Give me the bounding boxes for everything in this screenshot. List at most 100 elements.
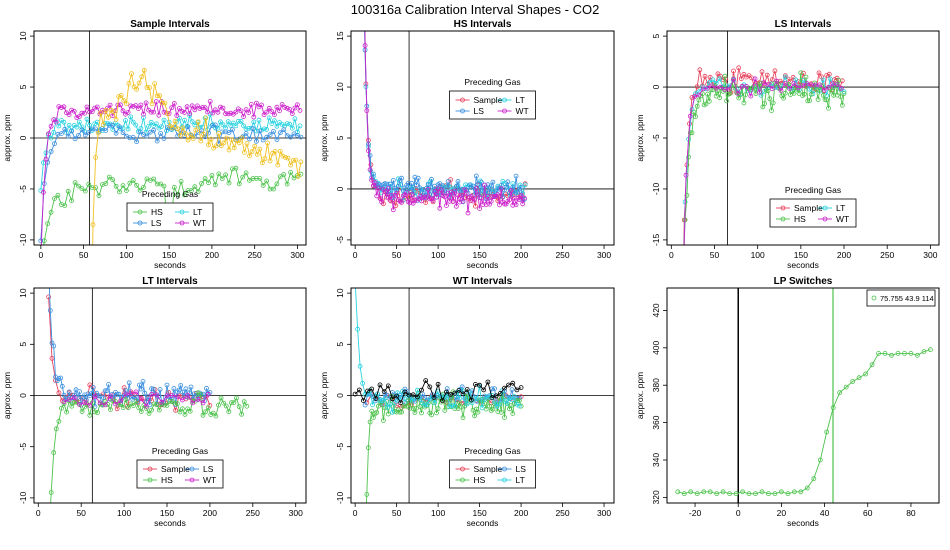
data-point <box>248 102 254 107</box>
data-point <box>221 140 227 146</box>
data-point <box>510 411 516 417</box>
series-black <box>352 378 524 406</box>
data-point <box>696 92 702 98</box>
data-point <box>791 90 797 96</box>
data-point <box>188 132 193 138</box>
data-point <box>87 402 93 408</box>
y-tick-label: -10 <box>335 491 345 504</box>
x-tick-label: 200 <box>837 250 851 260</box>
data-point <box>205 391 211 397</box>
data-point <box>490 179 496 185</box>
data-point <box>212 122 218 128</box>
data-point <box>133 122 139 128</box>
data-point <box>684 192 690 198</box>
data-point <box>45 221 51 227</box>
data-point <box>415 175 421 181</box>
data-point <box>827 76 833 82</box>
data-point <box>409 401 415 407</box>
data-point <box>261 126 267 132</box>
data-point <box>705 91 710 97</box>
x-tick-label: 100 <box>431 250 445 260</box>
y-tick-label: -5 <box>335 443 345 451</box>
data-point <box>508 188 514 194</box>
data-point <box>274 181 280 187</box>
data-point <box>425 186 431 192</box>
data-point <box>94 104 100 110</box>
data-point <box>241 399 247 405</box>
data-point <box>365 388 371 394</box>
data-point <box>65 133 71 139</box>
legend-box <box>126 202 214 232</box>
data-point <box>190 400 196 406</box>
x-tick-label: 200 <box>205 250 219 260</box>
y-axis-label: approx. ppm <box>2 114 12 161</box>
data-point <box>240 174 246 180</box>
page-title: 100316a Calibration Interval Shapes - CO… <box>350 2 600 17</box>
data-point <box>370 415 376 420</box>
data-point <box>830 405 836 411</box>
data-point <box>158 181 164 187</box>
data-point <box>876 350 881 356</box>
data-point <box>385 383 391 389</box>
data-point <box>182 131 188 137</box>
data-point <box>387 197 393 203</box>
data-point <box>457 387 463 393</box>
data-point <box>73 387 79 393</box>
data-point <box>170 125 176 131</box>
data-point <box>795 85 801 91</box>
legend-marker <box>460 108 465 114</box>
legend-box <box>769 198 857 228</box>
data-point <box>274 104 280 110</box>
data-point <box>717 76 723 82</box>
data-point <box>259 102 264 108</box>
data-point <box>479 405 485 411</box>
data-point <box>159 399 165 405</box>
data-point <box>702 73 708 79</box>
data-point <box>442 194 448 200</box>
data-point <box>497 202 502 208</box>
data-point <box>826 105 831 111</box>
data-point <box>382 405 388 411</box>
data-point <box>701 489 707 495</box>
data-point <box>212 182 218 188</box>
data-point <box>66 389 72 395</box>
data-point <box>76 114 82 119</box>
data-point <box>713 85 719 91</box>
data-point <box>277 130 283 136</box>
data-point <box>384 194 390 200</box>
panel-lt-intervals: LT Intervals 0 50 100 150 200 250 300 -10 -5 0 5 10 s… <box>2 276 307 528</box>
data-point <box>839 102 845 108</box>
data-point <box>123 391 129 397</box>
y-tick-label: 10 <box>18 31 28 41</box>
data-point <box>106 174 112 180</box>
legend-marker <box>502 97 507 103</box>
data-point <box>915 352 920 358</box>
data-point <box>187 408 193 414</box>
data-point <box>113 401 118 407</box>
x-tick-label: 250 <box>555 250 569 260</box>
legend-marker <box>460 466 465 472</box>
data-point <box>228 400 234 406</box>
data-point <box>219 176 225 182</box>
x-tick-label: 0 <box>353 508 358 518</box>
data-point <box>765 88 771 94</box>
data-point <box>134 86 140 92</box>
data-point <box>262 156 268 161</box>
data-point <box>51 129 57 135</box>
data-point <box>187 111 193 116</box>
data-point <box>414 394 420 400</box>
data-point <box>356 387 362 393</box>
data-point <box>56 390 62 396</box>
data-point <box>267 158 273 164</box>
data-point <box>485 194 491 199</box>
data-point <box>59 383 65 389</box>
data-point <box>487 189 493 195</box>
data-point <box>53 119 59 125</box>
data-point <box>455 192 461 198</box>
data-point <box>279 122 285 127</box>
data-point <box>714 491 720 497</box>
data-point <box>512 195 517 201</box>
x-tick-label: 0 <box>38 250 43 260</box>
plot-frame <box>666 30 940 246</box>
data-point <box>235 118 241 124</box>
